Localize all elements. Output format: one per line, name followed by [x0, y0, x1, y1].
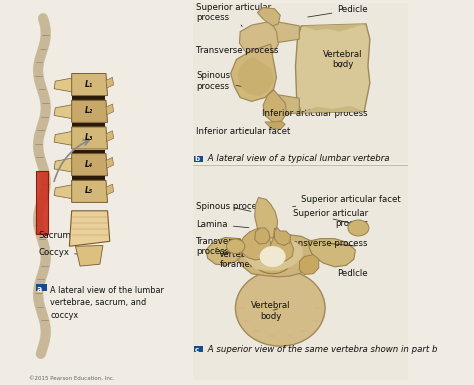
Polygon shape [54, 78, 72, 92]
Bar [192, 3, 408, 163]
Text: c: c [194, 346, 199, 353]
Text: L₃: L₃ [85, 133, 93, 142]
Polygon shape [240, 228, 272, 260]
Polygon shape [274, 227, 291, 246]
Polygon shape [269, 228, 293, 262]
Text: A lateral view of a typical lumbar vertebra: A lateral view of a typical lumbar verte… [205, 154, 390, 163]
Text: Pedicle: Pedicle [308, 5, 368, 17]
Polygon shape [295, 24, 370, 113]
Text: Inferior articular process: Inferior articular process [262, 109, 368, 118]
Polygon shape [255, 198, 278, 239]
Bar [73, 96, 105, 101]
Text: Vertebral
body: Vertebral body [323, 50, 363, 69]
Polygon shape [54, 105, 72, 119]
Bar [194, 156, 203, 162]
Text: Coccyx: Coccyx [38, 248, 87, 257]
Polygon shape [231, 44, 276, 101]
Polygon shape [263, 90, 287, 122]
Text: Superior articular
process: Superior articular process [196, 3, 272, 27]
Text: ©2015 Pearson Education, Inc.: ©2015 Pearson Education, Inc. [28, 376, 114, 381]
Polygon shape [237, 56, 274, 96]
Polygon shape [239, 21, 278, 56]
Text: A lateral view of the lumbar
vertebrae, sacrum, and
coccyx: A lateral view of the lumbar vertebrae, … [50, 286, 164, 320]
Polygon shape [265, 121, 285, 130]
Polygon shape [236, 234, 317, 277]
Polygon shape [206, 238, 245, 265]
Polygon shape [54, 158, 72, 172]
Polygon shape [106, 77, 114, 88]
Polygon shape [308, 239, 356, 267]
Text: Spinous process: Spinous process [196, 203, 266, 211]
Polygon shape [255, 228, 270, 244]
Polygon shape [257, 8, 280, 26]
Polygon shape [72, 154, 108, 176]
Polygon shape [72, 127, 108, 149]
Bar [73, 123, 105, 128]
Polygon shape [270, 94, 299, 116]
Text: Pedicle: Pedicle [337, 269, 368, 278]
Text: Transverse process: Transverse process [285, 239, 368, 248]
Ellipse shape [260, 246, 286, 267]
Text: A superior view of the same vertebra shown in part b: A superior view of the same vertebra sho… [205, 345, 438, 354]
Text: Inferior articular facet: Inferior articular facet [196, 127, 291, 136]
Polygon shape [301, 106, 364, 113]
Polygon shape [269, 21, 299, 43]
Bar [36, 171, 48, 234]
Text: b: b [194, 156, 200, 162]
Text: Transverse
process: Transverse process [196, 236, 243, 256]
Text: Vertebral
foramen: Vertebral foramen [219, 249, 272, 269]
Polygon shape [54, 185, 72, 199]
Bar [73, 150, 105, 154]
Polygon shape [299, 254, 319, 275]
Text: L₂: L₂ [85, 106, 93, 115]
Polygon shape [72, 74, 108, 95]
Text: Lamina: Lamina [196, 220, 249, 229]
Ellipse shape [227, 239, 245, 253]
Polygon shape [106, 184, 114, 195]
Bar [73, 176, 105, 181]
Text: L₄: L₄ [85, 160, 93, 169]
Text: Transverse process: Transverse process [196, 46, 279, 55]
Bar [36, 285, 47, 291]
Polygon shape [106, 157, 114, 168]
Text: a: a [37, 285, 42, 294]
Polygon shape [72, 180, 108, 203]
Text: Superior articular
process: Superior articular process [293, 209, 368, 228]
Text: Superior articular facet: Superior articular facet [292, 195, 401, 207]
Polygon shape [243, 238, 303, 271]
Text: Vertebral
body: Vertebral body [251, 301, 291, 321]
Polygon shape [72, 100, 108, 122]
Bar [194, 346, 203, 352]
Ellipse shape [236, 270, 325, 346]
Polygon shape [69, 211, 110, 246]
Text: L₁: L₁ [85, 80, 93, 89]
Text: Sacrum: Sacrum [38, 231, 91, 240]
Polygon shape [54, 132, 72, 145]
Text: L₅: L₅ [85, 186, 93, 196]
Ellipse shape [348, 220, 369, 236]
Polygon shape [106, 104, 114, 115]
Polygon shape [106, 131, 114, 141]
Polygon shape [301, 24, 366, 32]
Polygon shape [75, 246, 103, 266]
Bar [192, 165, 408, 380]
Text: Spinous
process: Spinous process [196, 72, 241, 91]
Ellipse shape [252, 239, 293, 274]
